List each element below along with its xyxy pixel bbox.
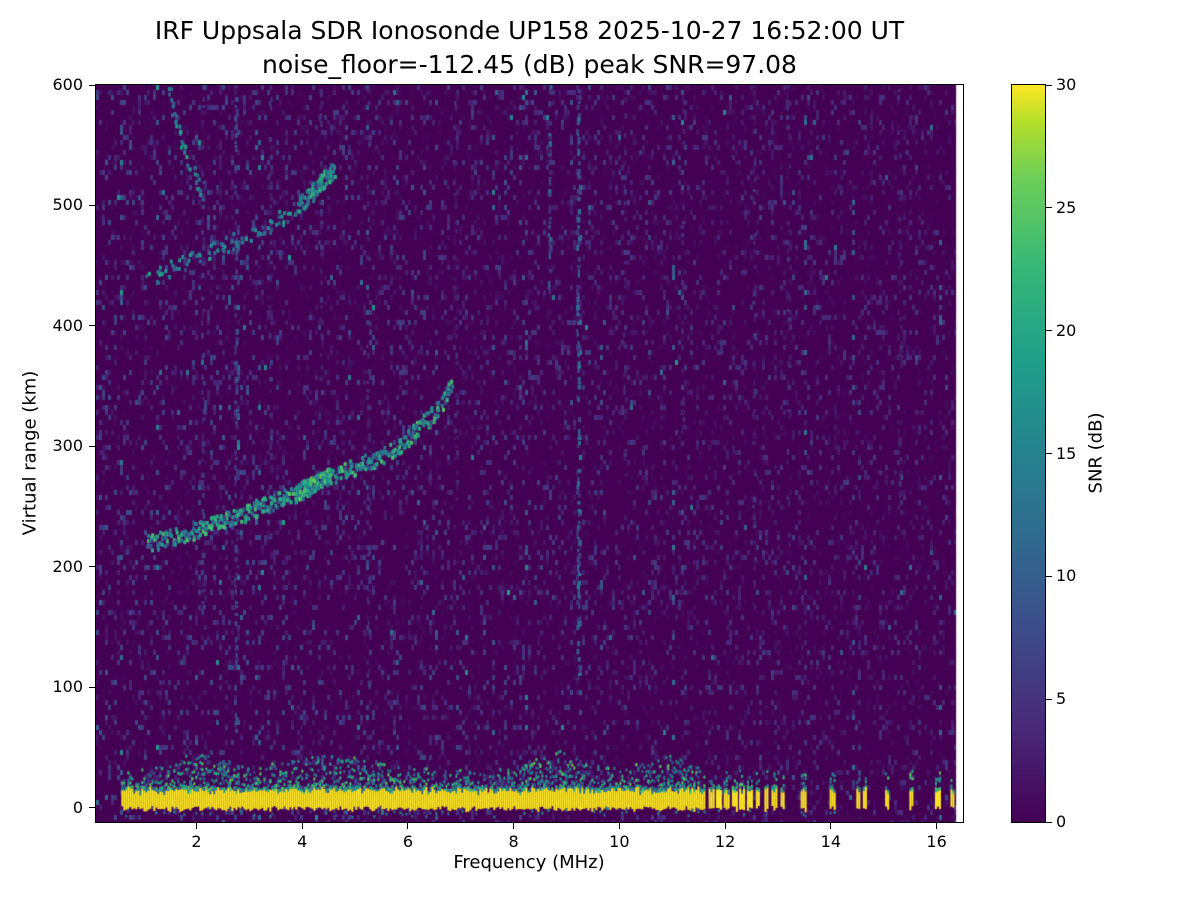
colorbar-tick-mark — [1046, 207, 1052, 209]
y-tick-label: 400 — [52, 315, 83, 335]
y-tick-label: 300 — [52, 436, 83, 456]
colorbar-tick-label: 10 — [1056, 566, 1077, 586]
colorbar-tick-label: 15 — [1056, 443, 1077, 463]
y-tick-mark — [89, 445, 95, 447]
x-tick-label: 10 — [609, 832, 630, 851]
colorbar-tick-label: 25 — [1056, 197, 1077, 217]
plot-frame — [95, 84, 964, 823]
y-tick-label: 100 — [52, 677, 83, 697]
colorbar-tick-mark — [1046, 84, 1052, 86]
colorbar-tick-label: 20 — [1056, 320, 1077, 340]
colorbar-tick-label: 30 — [1056, 75, 1077, 94]
y-tick-mark — [89, 686, 95, 688]
colorbar-gradient — [1012, 85, 1045, 822]
chart-title-line1: IRF Uppsala SDR Ionosonde UP158 2025-10-… — [154, 16, 905, 45]
colorbar-tick-label: 5 — [1056, 689, 1067, 709]
colorbar-tick-label: 0 — [1056, 812, 1067, 831]
y-tick-mark — [89, 807, 95, 809]
chart-title-line2: noise_floor=-112.45 (dB) peak SNR=97.08 — [262, 50, 797, 79]
x-tick-label: 12 — [714, 832, 736, 851]
x-tick-mark — [301, 823, 303, 829]
x-axis-label: Frequency (MHz) — [453, 852, 605, 873]
colorbar-tick-mark — [1046, 821, 1052, 823]
x-tick-mark — [618, 823, 620, 829]
y-tick-label: 600 — [52, 75, 83, 94]
colorbar-tick-mark — [1046, 575, 1052, 577]
x-tick-label: 16 — [926, 832, 947, 851]
y-tick-label: 0 — [72, 797, 83, 817]
ionogram-heatmap — [96, 85, 963, 822]
y-tick-mark — [89, 566, 95, 568]
x-tick-label: 4 — [297, 832, 308, 851]
x-tick-mark — [513, 823, 515, 829]
x-tick-label: 8 — [508, 832, 519, 851]
y-tick-mark — [89, 325, 95, 327]
colorbar-label: SNR (dB) — [1085, 412, 1107, 494]
y-tick-label: 500 — [52, 195, 83, 215]
x-tick-mark — [195, 823, 197, 829]
colorbar — [1011, 84, 1046, 823]
x-tick-mark — [830, 823, 832, 829]
y-tick-label: 200 — [52, 556, 83, 576]
x-tick-label: 6 — [402, 832, 413, 851]
colorbar-tick-mark — [1046, 453, 1052, 454]
x-tick-mark — [724, 823, 726, 829]
x-tick-label: 14 — [820, 832, 842, 851]
x-tick-mark — [936, 823, 938, 829]
x-tick-label: 2 — [191, 832, 202, 851]
y-tick-mark — [89, 84, 95, 86]
colorbar-tick-mark — [1046, 330, 1052, 332]
x-tick-mark — [407, 823, 409, 829]
y-tick-mark — [89, 204, 95, 206]
colorbar-tick-mark — [1046, 698, 1052, 700]
